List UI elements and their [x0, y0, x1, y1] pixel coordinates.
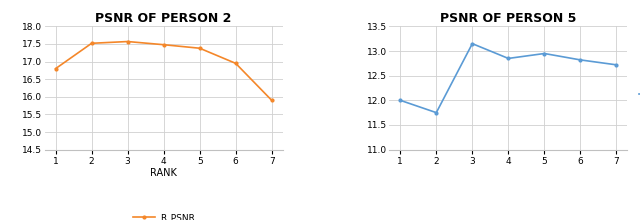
R_PSNR	[433, 111, 440, 114]
R_PSNR	[196, 47, 204, 50]
R_PSNR	[504, 57, 512, 60]
X-axis label: RANK: RANK	[150, 168, 177, 178]
Line: R_PSNR: R_PSNR	[399, 42, 618, 114]
Line: R_PSNR: R_PSNR	[54, 40, 273, 102]
R_PSNR	[396, 99, 404, 102]
R_PSNR	[52, 67, 60, 70]
Legend: R_PSNR: R_PSNR	[132, 213, 195, 220]
R_PSNR	[268, 99, 276, 102]
R_PSNR	[468, 42, 476, 45]
R_PSNR	[160, 43, 168, 46]
Title: PSNR OF PERSON 2: PSNR OF PERSON 2	[95, 12, 232, 25]
Legend: R_PSNR: R_PSNR	[639, 90, 640, 99]
R_PSNR	[541, 52, 548, 55]
R_PSNR	[232, 62, 239, 65]
R_PSNR	[612, 64, 620, 66]
Title: PSNR OF PERSON 5: PSNR OF PERSON 5	[440, 12, 577, 25]
R_PSNR	[124, 40, 131, 43]
R_PSNR	[577, 59, 584, 61]
R_PSNR	[88, 42, 95, 45]
